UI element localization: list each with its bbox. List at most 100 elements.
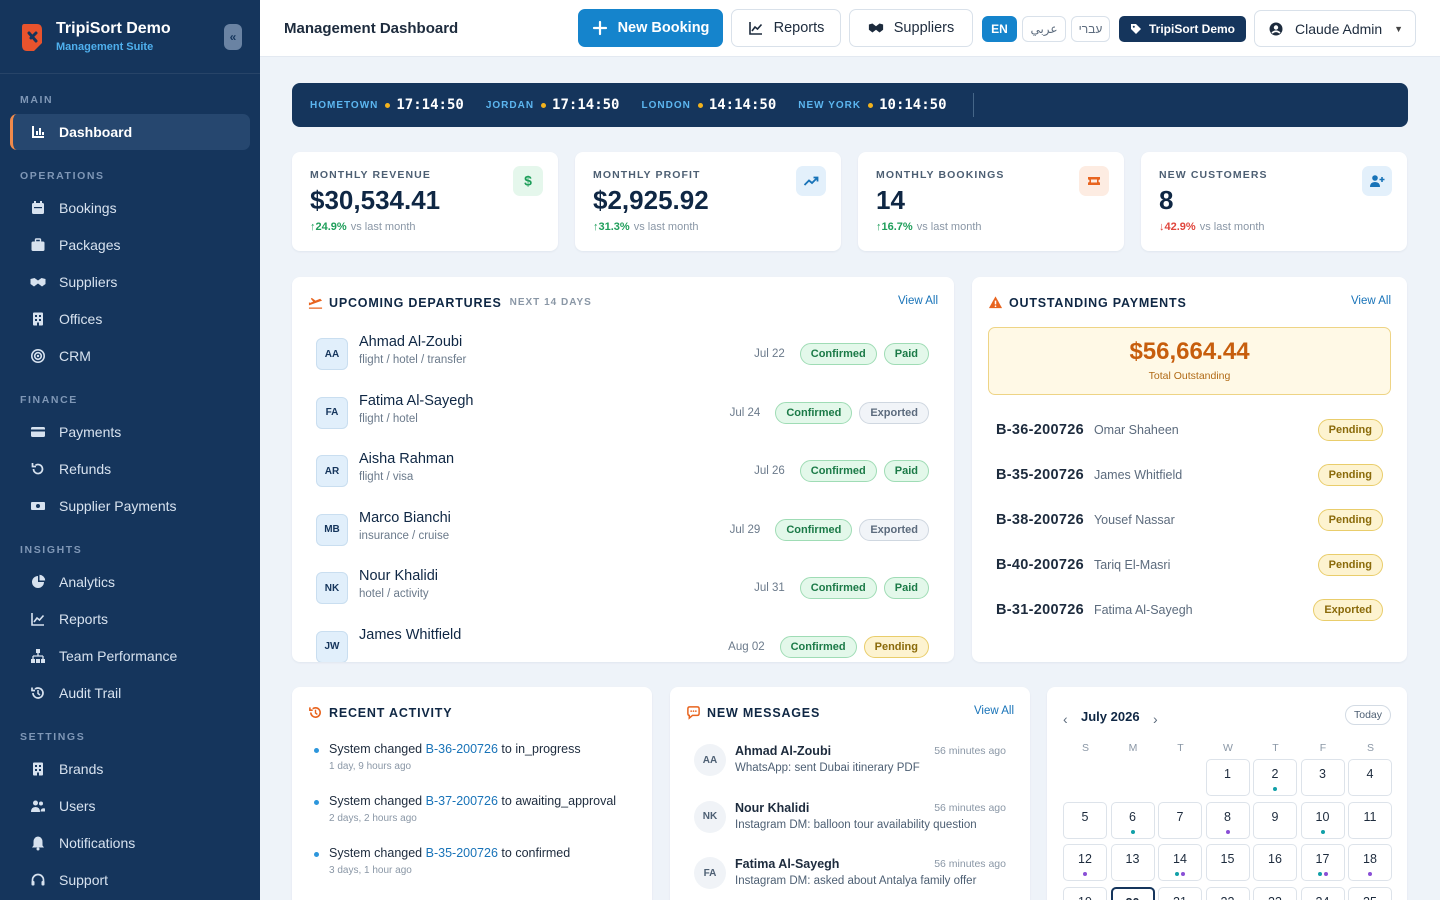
sidebar-item-audit-trail[interactable]: Audit Trail	[10, 675, 250, 711]
message-item[interactable]: AA Ahmad Al-Zoubi 56 minutes ago WhatsApp: …	[694, 744, 1006, 790]
calendar-day[interactable]: 15	[1205, 844, 1250, 881]
calendar-day[interactable]: 12	[1063, 844, 1107, 881]
chevron-right-icon[interactable]: ›	[1153, 711, 1158, 727]
departure-row[interactable]: NK Nour Khalidi hotel / activity Jul 31 Conf…	[316, 568, 929, 608]
calendar-day[interactable]: 16	[1253, 844, 1297, 881]
calendar-day[interactable]: 22	[1205, 886, 1250, 900]
sidebar-item-dashboard[interactable]: Dashboard	[10, 114, 250, 150]
calendar-day[interactable]: 13	[1110, 844, 1155, 881]
departures-view-all-link[interactable]: View All	[897, 295, 938, 307]
departure-row[interactable]: AA Ahmad Al-Zoubi flight / hotel / transfe…	[316, 334, 929, 374]
activity-time: 2 days, 2 hours ago	[329, 813, 417, 824]
departure-meta: Aug 02 Confirmed Pending	[728, 635, 929, 658]
calendar-day[interactable]: 19	[1063, 886, 1107, 900]
calendar-day[interactable]: 24	[1300, 886, 1345, 900]
sidebar-item-offices[interactable]: Offices	[10, 301, 250, 337]
calendar-day[interactable]: 10	[1300, 801, 1345, 839]
payment-row[interactable]: B-36-200726 Omar Shaheen Pending	[996, 418, 1383, 442]
sidebar-item-packages[interactable]: Packages	[10, 227, 250, 263]
kpi-change-percent: 31.3%	[598, 221, 630, 233]
user-menu[interactable]: Claude Admin ▼	[1254, 10, 1416, 47]
calendar-day[interactable]: 20	[1110, 886, 1155, 900]
new-booking-label: New Booking	[617, 20, 710, 36]
money-icon	[31, 502, 45, 510]
calendar-day[interactable]: 9	[1253, 801, 1297, 839]
calendar-day[interactable]: 25	[1348, 886, 1392, 900]
sidebar-item-brands[interactable]: Brands	[10, 751, 250, 787]
booking-ref: B-36-200726	[996, 422, 1084, 438]
calendar-day[interactable]: 3	[1300, 759, 1345, 796]
outstanding-payments-panel: OUTSTANDING PAYMENTS View All $56,664.44…	[972, 277, 1407, 662]
status-badge: Confirmed	[799, 460, 877, 482]
new-booking-button[interactable]: New Booking	[578, 9, 723, 47]
kpi-change-suffix: vs last month	[350, 221, 416, 233]
sidebar-item-refunds[interactable]: Refunds	[10, 451, 250, 487]
payment-row[interactable]: B-38-200726 Yousef Nassar Pending	[996, 508, 1383, 532]
message-item[interactable]: NK Nour Khalidi 56 minutes ago Instagram DM…	[694, 800, 1006, 847]
activity-verb: changed	[374, 742, 423, 756]
collapse-sidebar-button[interactable]: «	[224, 23, 242, 50]
calendar-day[interactable]: 6	[1110, 801, 1155, 839]
departure-row[interactable]: FA Fatima Al-Sayegh flight / hotel Jul 24 Co…	[316, 393, 929, 433]
sidebar-item-label: Team Performance	[59, 648, 178, 664]
sidebar-item-crm[interactable]: CRM	[10, 338, 250, 374]
status-badge: Pending	[1317, 509, 1383, 531]
sidebar-item-notifications[interactable]: Notifications	[10, 825, 250, 861]
sidebar-item-payments[interactable]: Payments	[10, 414, 250, 450]
lang-ar-button[interactable]: عربي	[1022, 16, 1066, 42]
kpi-card-new-customers: NEW CUSTOMERS 8 ↓42.9% vs last month	[1141, 152, 1407, 251]
suppliers-button[interactable]: Suppliers	[849, 9, 973, 47]
event-dots	[1159, 872, 1201, 876]
booking-ref-link[interactable]: B-37-200726	[425, 794, 498, 808]
sidebar-item-bookings[interactable]: Bookings	[10, 190, 250, 226]
calendar-day[interactable]: 7	[1158, 801, 1202, 839]
payment-row[interactable]: B-35-200726 James Whitfield Pending	[996, 463, 1383, 487]
departure-row[interactable]: AR Aisha Rahman flight / visa Jul 26 Confirm…	[316, 451, 929, 491]
calendar-day[interactable]: 17	[1300, 844, 1345, 881]
chevron-left-icon[interactable]: ‹	[1063, 711, 1068, 727]
calendar-day[interactable]: 4	[1348, 759, 1392, 796]
activity-verb: changed	[374, 846, 423, 860]
dashboard-icon	[32, 126, 44, 138]
lang-en-button[interactable]: EN	[982, 16, 1017, 42]
sidebar-item-supplier-payments[interactable]: Supplier Payments	[10, 488, 250, 524]
departure-row[interactable]: MB Marco Bianchi insurance / cruise Jul 29 C…	[316, 510, 929, 550]
sidebar-item-reports[interactable]: Reports	[10, 601, 250, 637]
lang-he-button[interactable]: עברי	[1071, 16, 1110, 42]
payments-view-all-link[interactable]: View All	[1350, 295, 1391, 307]
calendar-day[interactable]: 21	[1158, 886, 1202, 900]
sidebar-item-users[interactable]: Users	[10, 788, 250, 824]
calendar-day[interactable]: 2	[1253, 759, 1297, 796]
calendar-day[interactable]: 11	[1348, 801, 1392, 839]
payment-row[interactable]: B-31-200726 Fatima Al-Sayegh Exported	[996, 598, 1383, 622]
calendar-day[interactable]: 1	[1205, 759, 1250, 796]
calendar-day[interactable]: 18	[1348, 844, 1392, 881]
calendar-today-button[interactable]: Today	[1345, 705, 1391, 725]
booking-ref-link[interactable]: B-35-200726	[425, 846, 498, 860]
reports-button[interactable]: Reports	[731, 9, 841, 47]
sidebar-item-suppliers[interactable]: Suppliers	[10, 264, 250, 300]
calendar-day[interactable]: 5	[1063, 801, 1107, 839]
message-item[interactable]: FA Fatima Al-Sayegh 56 minutes ago Instagra…	[694, 857, 1006, 900]
payment-row[interactable]: B-40-200726 Tariq El-Masri Pending	[996, 553, 1383, 577]
sidebar-item-support[interactable]: Support	[10, 862, 250, 898]
brand-switch-chip[interactable]: TripiSort Demo	[1119, 16, 1246, 42]
brand-subtitle: Management Suite	[56, 41, 154, 53]
weekday-label: M	[1128, 742, 1138, 754]
trip-type: insurance / cruise	[359, 529, 450, 542]
brand-chip-label: TripiSort Demo	[1148, 22, 1235, 36]
sidebar-item-team-performance[interactable]: Team Performance	[10, 638, 250, 674]
departure-row[interactable]: JW James Whitfield Aug 02 Confirmed Pending	[316, 627, 929, 662]
calendar-day-number: 10	[1315, 809, 1330, 824]
sidebar-item-analytics[interactable]: Analytics	[10, 564, 250, 600]
brand-logo-icon	[22, 23, 42, 51]
page-title: Management Dashboard	[284, 19, 459, 37]
calendar-day[interactable]: 23	[1253, 886, 1297, 900]
booking-ref-link[interactable]: B-36-200726	[425, 742, 498, 756]
calendar-day[interactable]: 8	[1205, 801, 1250, 839]
nav-section-insights: INSIGHTS Analytics Reports Team Performance…	[0, 544, 260, 711]
calendar-day[interactable]: 14	[1158, 844, 1202, 881]
calendar-panel: ‹ July 2026 › Today S M T W T F S 1 2 3 4 5 6 7 8 9 10 11…	[1047, 687, 1407, 900]
messages-view-all-link[interactable]: View All	[973, 705, 1014, 717]
kpi-label: NEW CUSTOMERS	[1159, 169, 1268, 181]
